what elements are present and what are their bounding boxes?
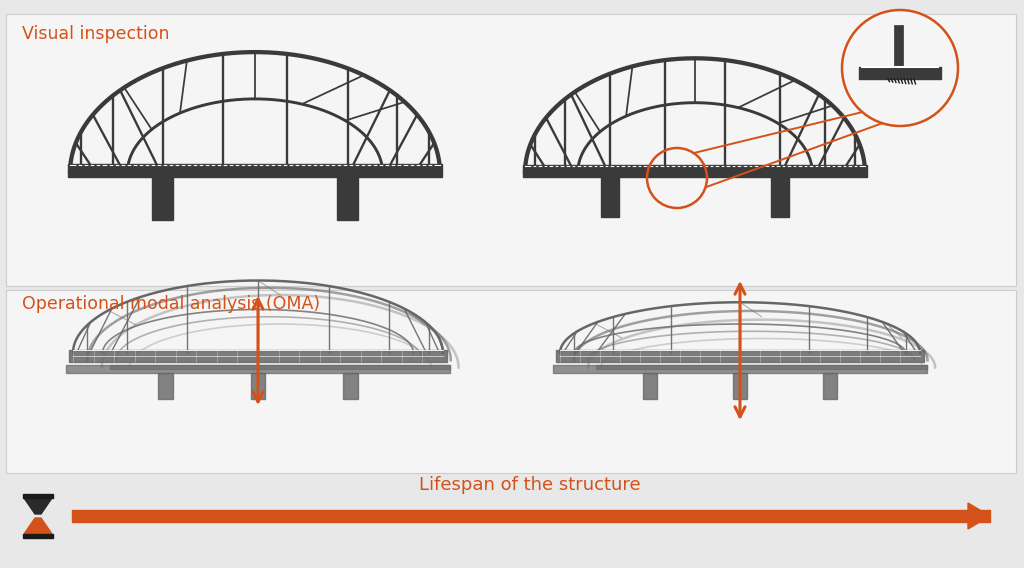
Bar [771, 177, 790, 218]
Bar [337, 177, 357, 220]
Bar [23, 534, 53, 538]
Bar [523, 165, 866, 177]
Bar [251, 373, 265, 399]
Bar [823, 373, 838, 399]
Bar [343, 373, 358, 399]
Polygon shape [968, 503, 990, 529]
Text: Visual inspection: Visual inspection [22, 25, 170, 43]
Bar [733, 373, 748, 399]
Text: Lifespan of the structure: Lifespan of the structure [419, 476, 641, 494]
Bar [643, 373, 657, 399]
Bar [153, 177, 173, 220]
FancyBboxPatch shape [6, 290, 1016, 473]
Polygon shape [24, 518, 52, 534]
Bar [23, 494, 53, 498]
Bar [69, 164, 441, 177]
Polygon shape [24, 498, 52, 514]
Circle shape [842, 10, 958, 126]
Bar [158, 373, 173, 399]
Text: Operational modal analysis (OMA): Operational modal analysis (OMA) [22, 295, 321, 313]
FancyBboxPatch shape [6, 14, 1016, 286]
Bar [601, 177, 620, 218]
